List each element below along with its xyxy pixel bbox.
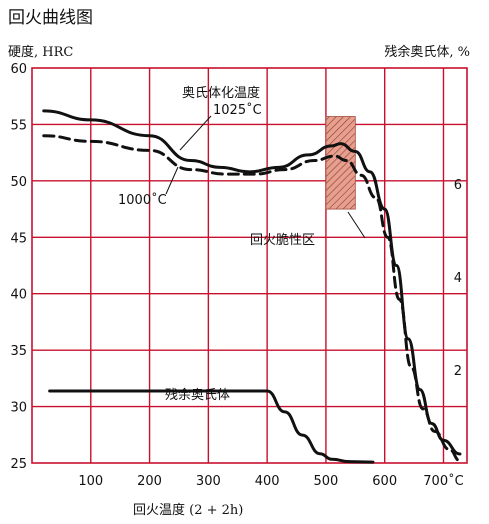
annotations: 奥氏体化温度 1025˚C 1000˚C 回火脆性区 残余奥氏体 — [118, 85, 366, 403]
leader-brittle — [347, 211, 366, 239]
y-tick-label-2: 35 — [10, 344, 27, 359]
brittle-zone-label: 回火脆性区 — [250, 232, 315, 248]
tick-labels: 100 200 300 400 500 600 700˚C 25 30 35 40 45 50 55 60 2… — [10, 62, 463, 489]
y-tick-label-3: 40 — [10, 288, 27, 303]
y2-axis-title: 残余奥氏体, % — [384, 44, 470, 60]
series-lines — [42, 109, 462, 464]
austenitizing-temp-label: 奥氏体化温度 — [182, 85, 260, 101]
y-tick-label-5: 50 — [10, 175, 27, 190]
y-tick-label-6: 55 — [10, 118, 27, 133]
series-line-2 — [48, 389, 375, 464]
leader-1025 — [179, 115, 212, 151]
series-line-0 — [42, 109, 462, 456]
x-tick-label-2: 300 — [196, 474, 221, 489]
plot-frame — [31, 67, 468, 464]
y2-tick-label-2: 6 — [454, 178, 462, 193]
y2-tick-label-1: 4 — [454, 271, 462, 286]
x-tick-label-1: 200 — [137, 474, 162, 489]
series-line-1 — [42, 134, 462, 463]
retained-austenite-label: 残余奥氏体 — [165, 387, 230, 403]
y-tick-label-7: 60 — [10, 62, 27, 77]
grid — [31, 67, 468, 464]
x-tick-label-5: 600 — [372, 474, 397, 489]
y2-tick-label-0: 2 — [454, 364, 462, 379]
y-tick-label-0: 25 — [10, 457, 27, 472]
y-axis-title: 硬度, HRC — [8, 44, 73, 60]
y-tick-label-4: 45 — [10, 231, 27, 246]
x-tick-label-6: 700˚C — [423, 473, 463, 489]
chart-title: 回火曲线图 — [8, 8, 93, 28]
x-axis-title: 回火温度 (2 + 2h) — [133, 502, 243, 518]
leader-1000 — [165, 166, 179, 195]
label-1025: 1025˚C — [213, 102, 262, 118]
x-tick-label-3: 400 — [255, 474, 280, 489]
label-1000: 1000˚C — [118, 192, 167, 208]
x-tick-label-4: 500 — [314, 474, 339, 489]
y-tick-label-1: 30 — [10, 401, 27, 416]
x-tick-label-0: 100 — [78, 474, 103, 489]
